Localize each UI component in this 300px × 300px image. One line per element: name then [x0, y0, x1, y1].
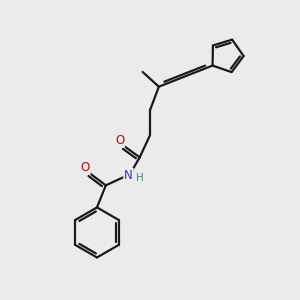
Text: O: O — [115, 134, 124, 147]
Text: O: O — [81, 161, 90, 174]
Text: N: N — [124, 169, 133, 182]
Text: H: H — [136, 173, 144, 183]
